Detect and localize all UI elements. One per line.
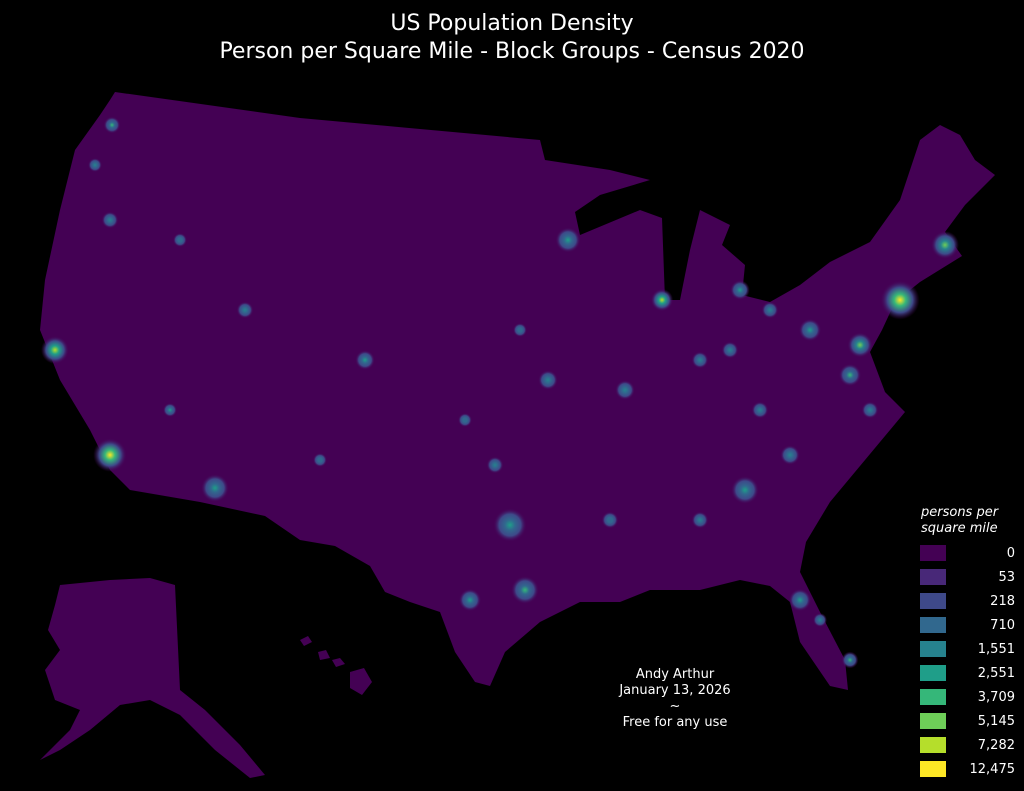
urban-area (841, 651, 859, 669)
hawaii-island (300, 636, 312, 646)
legend-item: 1,551 (915, 637, 1015, 661)
urban-density-layer (41, 116, 959, 669)
urban-area (103, 116, 121, 134)
legend-label: 53 (998, 569, 1015, 585)
legend-label: 7,282 (977, 737, 1015, 753)
legend-swatch (920, 761, 946, 777)
legend-item: 12,475 (915, 757, 1015, 781)
urban-area (731, 476, 759, 504)
urban-area (173, 233, 187, 247)
urban-area (538, 370, 558, 390)
credit-block: Andy Arthur January 13, 2026 ~ Free for … (590, 667, 760, 731)
urban-area (788, 588, 812, 612)
legend-label: 5,145 (977, 713, 1015, 729)
separator: ~ (669, 699, 681, 714)
author: Andy Arthur (635, 667, 715, 682)
legend-title-1: persons per (921, 505, 999, 520)
urban-area (847, 332, 873, 358)
legend-title-2: square mile (921, 521, 998, 536)
urban-area (511, 576, 539, 604)
legend-label: 3,709 (977, 689, 1015, 705)
license: Free for any use (622, 715, 728, 730)
alaska (40, 578, 265, 778)
urban-area (458, 588, 482, 612)
urban-area (355, 350, 375, 370)
urban-area (861, 401, 879, 419)
urban-area (751, 401, 769, 419)
urban-area (201, 474, 229, 502)
legend-label: 1,551 (977, 641, 1015, 657)
map-title: US Population Density Person per Square … (0, 10, 1024, 66)
urban-area (780, 445, 800, 465)
legend-swatch (920, 593, 946, 609)
date: January 13, 2026 (619, 683, 731, 698)
hawaii-island (332, 658, 345, 667)
urban-area (615, 380, 635, 400)
legend-item: 218 (915, 589, 1015, 613)
legend-label: 218 (990, 593, 1015, 609)
urban-area (555, 227, 581, 253)
legend-item: 710 (915, 613, 1015, 637)
title-line-1: US Population Density (390, 11, 634, 36)
urban-area (458, 413, 472, 427)
urban-area (838, 363, 862, 387)
legend-swatch (920, 617, 946, 633)
urban-area (236, 301, 254, 319)
legend-item: 5,145 (915, 709, 1015, 733)
legend-label: 2,551 (977, 665, 1015, 681)
urban-area (493, 508, 527, 542)
urban-area (691, 351, 709, 369)
urban-area (880, 280, 920, 320)
urban-area (513, 323, 527, 337)
legend-label: 710 (990, 617, 1015, 633)
urban-area (650, 288, 674, 312)
legend-item: 2,551 (915, 661, 1015, 685)
urban-area (163, 403, 177, 417)
urban-area (761, 301, 779, 319)
legend-label: 12,475 (969, 761, 1016, 777)
legend-item: 0 (915, 541, 1015, 565)
contiguous-us (40, 92, 995, 690)
urban-area (813, 613, 827, 627)
legend: persons per square mile 0 53 218 710 1,551 2,… (915, 505, 1015, 781)
urban-area (41, 336, 69, 364)
legend-swatch (920, 689, 946, 705)
legend-swatch (920, 737, 946, 753)
title-line-2: Person per Square Mile - Block Groups - … (219, 39, 805, 64)
legend-item: 3,709 (915, 685, 1015, 709)
urban-area (730, 280, 750, 300)
legend-swatch (920, 569, 946, 585)
legend-label: 0 (1006, 545, 1015, 561)
urban-area (101, 211, 119, 229)
land-layer (40, 92, 995, 778)
urban-area (601, 511, 619, 529)
legend-swatch (920, 713, 946, 729)
hawaii-island (350, 668, 372, 695)
urban-area (93, 438, 127, 472)
urban-area (721, 341, 739, 359)
urban-area (313, 453, 327, 467)
urban-area (486, 456, 504, 474)
legend-item: 53 (915, 565, 1015, 589)
urban-area (88, 158, 102, 172)
legend-swatch (920, 641, 946, 657)
legend-swatch (920, 545, 946, 561)
urban-area (931, 231, 959, 259)
urban-area (691, 511, 709, 529)
urban-area (798, 318, 822, 342)
hawaii-island (318, 650, 330, 660)
legend-item: 7,282 (915, 733, 1015, 757)
legend-swatch (920, 665, 946, 681)
